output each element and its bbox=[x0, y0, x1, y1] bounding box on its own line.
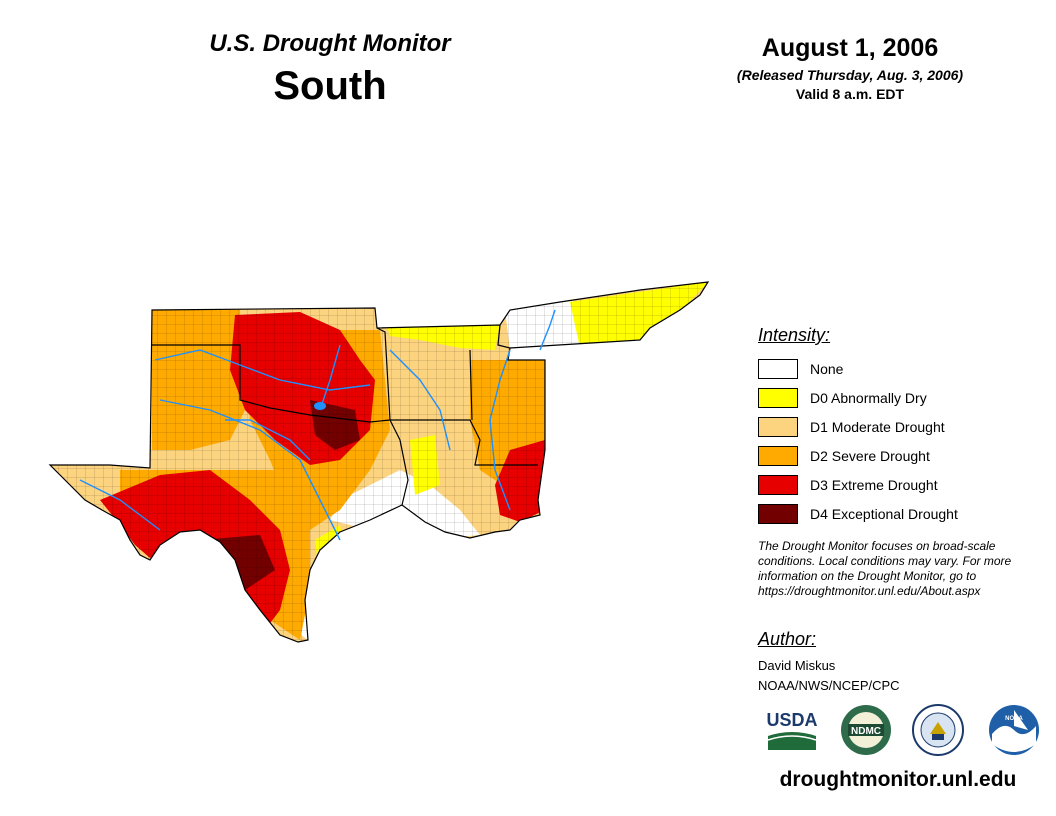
legend-title: Intensity: bbox=[758, 325, 831, 345]
author-name: David Miskus bbox=[758, 658, 836, 673]
map-title: U.S. Drought Monitor bbox=[209, 30, 451, 57]
noaa-logo-icon: NOAA bbox=[989, 705, 1039, 755]
site-url[interactable]: droughtmonitor.unl.edu bbox=[779, 768, 1017, 791]
disclaimer-note: The Drought Monitor focuses on broad-sca… bbox=[758, 539, 1012, 598]
author-org: NOAA/NWS/NCEP/CPC bbox=[758, 678, 900, 693]
title-block: U.S. Drought Monitor South bbox=[140, 28, 520, 108]
svg-text:USDA: USDA bbox=[766, 710, 817, 730]
author-title: Author: bbox=[758, 629, 817, 649]
legend-swatch bbox=[758, 474, 798, 495]
legend-item: D1 Moderate Drought bbox=[758, 412, 1018, 441]
map-date: August 1, 2006 bbox=[761, 34, 939, 62]
legend-item: None bbox=[758, 354, 1018, 383]
date-block: August 1, 2006 (Released Thursday, Aug. … bbox=[690, 32, 1010, 104]
legend-swatch bbox=[758, 387, 798, 408]
legend-item: D4 Exceptional Drought bbox=[758, 499, 1018, 528]
valid-time: Valid 8 a.m. EDT bbox=[795, 86, 905, 102]
legend-swatch bbox=[758, 358, 798, 379]
region-title: South bbox=[273, 64, 387, 108]
legend-item: D2 Severe Drought bbox=[758, 441, 1018, 470]
legend-label: D0 Abnormally Dry bbox=[810, 389, 927, 406]
commerce-seal-icon bbox=[912, 704, 964, 756]
legend-label: None bbox=[810, 360, 844, 377]
legend-item: D3 Extreme Drought bbox=[758, 470, 1018, 499]
ndmc-logo-icon: NDMC bbox=[841, 705, 891, 755]
legend-label: D1 Moderate Drought bbox=[810, 418, 945, 435]
legend-label: D4 Exceptional Drought bbox=[810, 505, 958, 522]
legend-swatch bbox=[758, 445, 798, 466]
drought-map bbox=[48, 281, 710, 643]
legend-label: D2 Severe Drought bbox=[810, 447, 930, 464]
svg-text:NOAA: NOAA bbox=[1005, 716, 1023, 722]
partner-logos: USDA NDMC NOAA bbox=[762, 704, 1042, 764]
legend-swatch bbox=[758, 503, 798, 524]
author-block: Author: David Miskus NOAA/NWS/NCEP/CPC bbox=[758, 628, 1038, 696]
svg-text:NDMC: NDMC bbox=[851, 726, 881, 737]
legend-label: D3 Extreme Drought bbox=[810, 476, 938, 493]
legend: Intensity: None D0 Abnormally Dry D1 Mod… bbox=[758, 324, 1018, 528]
release-date: (Released Thursday, Aug. 3, 2006) bbox=[736, 67, 964, 83]
legend-swatch bbox=[758, 416, 798, 437]
legend-item: D0 Abnormally Dry bbox=[758, 383, 1018, 412]
usda-logo-icon: USDA bbox=[766, 710, 818, 750]
